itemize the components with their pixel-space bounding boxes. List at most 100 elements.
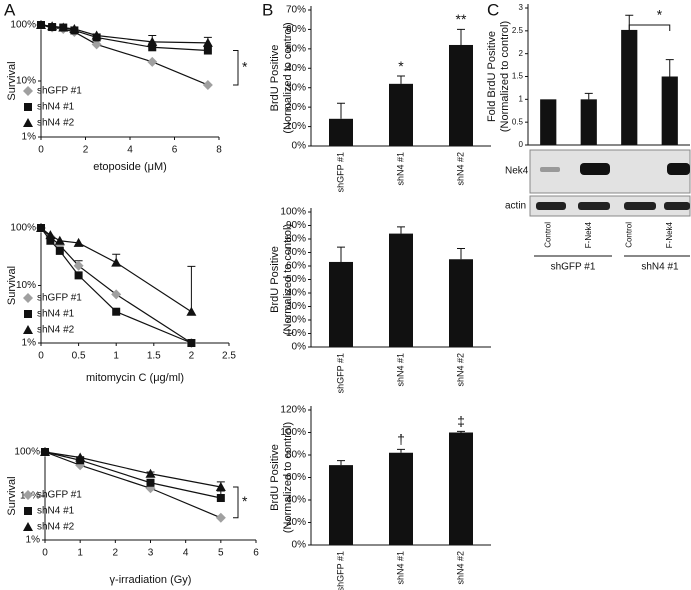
x-axis-label: etoposide (μM): [93, 161, 167, 173]
bar: [540, 99, 557, 145]
legend-label: shGFP #1: [37, 86, 82, 97]
y-tick-label: 30%: [286, 82, 306, 93]
blot-band: [624, 202, 656, 210]
x-tick-label: F-Nek4: [584, 221, 593, 248]
marker: [147, 36, 158, 46]
x-tick-label: shN4 #1: [395, 353, 405, 387]
x-tick-label: 2: [83, 145, 89, 156]
x-tick-label: 0: [38, 145, 44, 156]
y-tick-label: 100%: [280, 427, 306, 438]
series-line: [44, 451, 222, 519]
x-tick-label: 0: [42, 548, 48, 559]
y-axis-label: BrdU Positive: [269, 246, 281, 313]
x-tick-label: F-Nek4: [665, 221, 674, 248]
bar: [389, 233, 413, 347]
error-bar: [187, 265, 196, 312]
blot: Nek4 actin shGFP #1 shN4 #1: [505, 149, 691, 273]
y-tick-label: 0%: [292, 342, 307, 353]
blot-band: [664, 202, 690, 210]
annotation: *: [398, 58, 404, 74]
legend-marker: [23, 293, 33, 303]
marker: [111, 257, 122, 267]
legend-marker: [23, 86, 33, 96]
legend-marker: [24, 103, 32, 111]
y-tick-label: 100%: [10, 20, 36, 31]
legend-label: shN4 #2: [37, 325, 75, 336]
y-tick-label: 40%: [286, 63, 306, 74]
bracket: [233, 50, 239, 86]
blot-band: [536, 202, 566, 210]
bar: [329, 261, 353, 347]
y-tick-label: 70%: [286, 247, 306, 258]
marker: [145, 468, 156, 478]
marker: [215, 482, 226, 492]
y-tick-label: 80%: [286, 450, 306, 461]
annotation: *: [242, 58, 248, 74]
y-tick-label: 50%: [286, 43, 306, 54]
x-tick-label: shGFP #1: [335, 152, 345, 192]
x-tick-label: 8: [216, 145, 222, 156]
marker: [91, 30, 102, 40]
blot-label: actin: [505, 201, 526, 212]
marker: [148, 43, 157, 52]
bar: [449, 259, 473, 347]
marker: [186, 306, 197, 316]
x-tick-label: 3: [148, 548, 154, 559]
error-bar: [397, 448, 405, 453]
marker: [73, 237, 84, 247]
marker: [36, 223, 46, 232]
y-tick-label: 60%: [286, 24, 306, 35]
y-tick-label: 10%: [16, 76, 36, 87]
x-tick-label: shGFP #1: [335, 353, 345, 393]
marker: [202, 37, 213, 47]
blot-band: [580, 163, 610, 175]
x-tick-label: Control: [624, 222, 633, 248]
y-tick-label: 0.5: [512, 117, 524, 126]
bar: [329, 118, 353, 146]
panel-letter: A: [4, 0, 16, 19]
y-tick-label: 100%: [14, 447, 40, 458]
x-tick-label: shN4 #2: [455, 551, 465, 585]
y-tick-label: 1%: [22, 338, 37, 349]
marker: [146, 478, 155, 487]
bar: [449, 432, 473, 545]
marker: [203, 46, 212, 55]
marker: [75, 452, 86, 462]
x-tick-label: shN4 #2: [455, 152, 465, 186]
y-tick-label: 1: [519, 94, 524, 103]
y-tick-label: 0%: [292, 141, 307, 152]
x-tick-label: 2: [113, 548, 119, 559]
error-bar: [457, 430, 465, 433]
marker: [69, 23, 80, 33]
marker: [40, 447, 50, 456]
legend-marker: [24, 507, 32, 515]
legend-label: shN4 #1: [37, 309, 75, 320]
y-tick-label: 0: [519, 140, 524, 149]
blot-label: Nek4: [505, 166, 529, 177]
x-tick-label: 2: [189, 351, 195, 362]
y-tick-label: 2: [519, 49, 524, 58]
y-tick-label: 20%: [286, 102, 306, 113]
x-tick-label: 4: [183, 548, 189, 559]
error-bar: [457, 247, 465, 260]
legend-label: shN4 #2: [37, 118, 75, 129]
legend-label: shN4 #2: [37, 522, 75, 533]
annotation: †: [397, 431, 405, 447]
x-axis-label: mitomycin C (μg/ml): [86, 372, 184, 384]
marker: [45, 230, 56, 240]
group-label: shN4 #1: [641, 262, 679, 273]
y-axis-label: Survival: [6, 266, 18, 305]
bar: [661, 76, 678, 145]
panel-letter: C: [487, 0, 499, 19]
legend-label: shN4 #1: [37, 506, 75, 517]
marker: [36, 20, 46, 29]
y-tick-label: 80%: [286, 234, 306, 245]
bracket: [628, 24, 671, 31]
marker: [91, 39, 102, 50]
annotation: *: [242, 493, 248, 509]
blot-band: [667, 163, 690, 175]
y-axis-label: BrdU Positive: [269, 444, 281, 511]
y-tick-label: 40%: [286, 495, 306, 506]
x-tick-label: 2.5: [222, 351, 236, 362]
marker: [215, 512, 226, 523]
